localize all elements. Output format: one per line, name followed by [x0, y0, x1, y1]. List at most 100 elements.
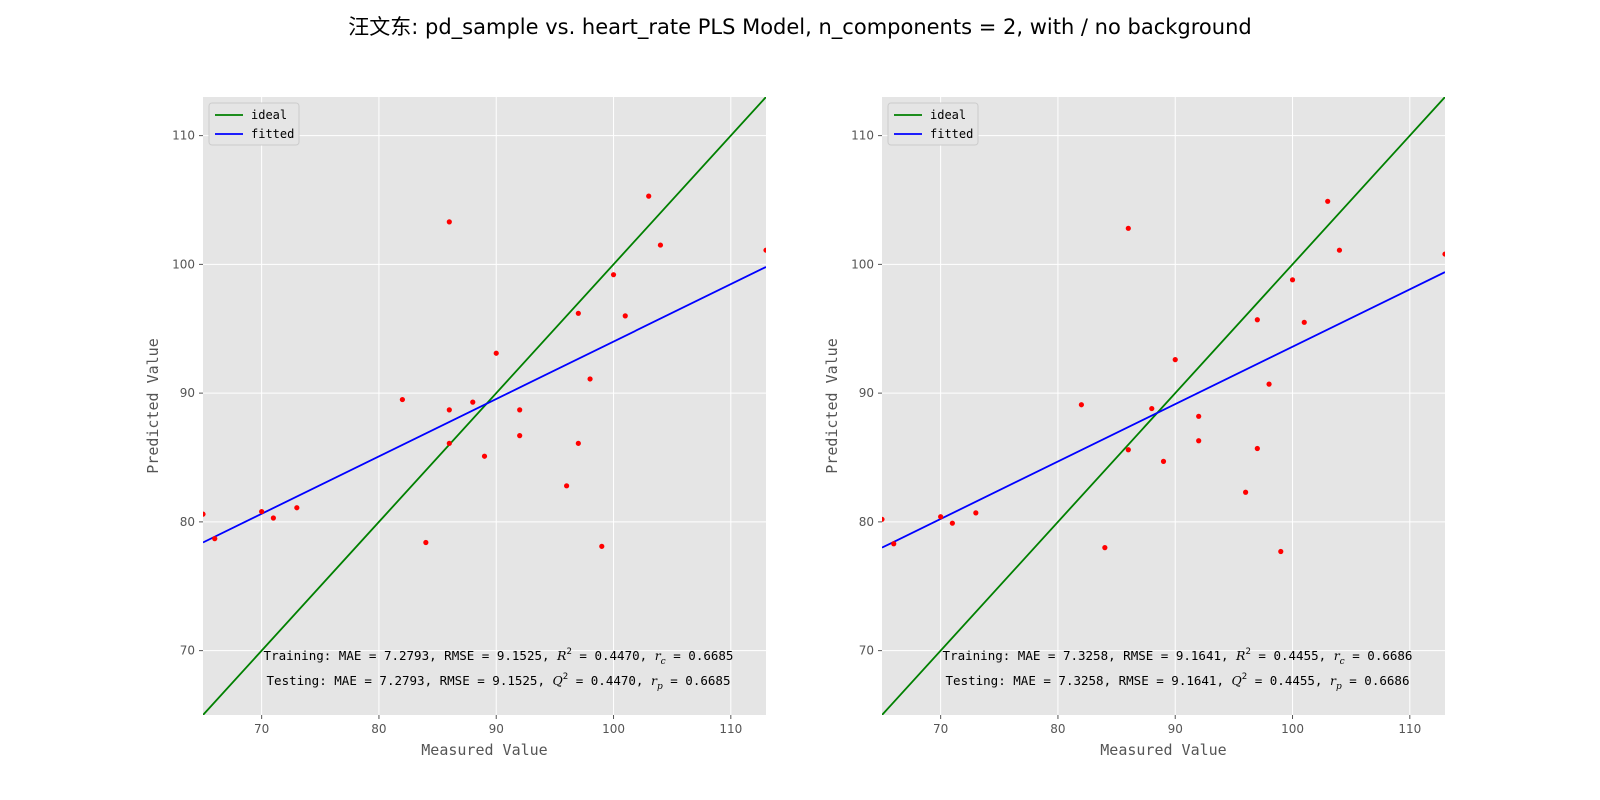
y-tick-label: 80: [180, 515, 195, 529]
y-axis-label: Predicted Value: [823, 338, 841, 473]
legend-label-ideal: ideal: [251, 108, 287, 122]
y-tick-label: 90: [180, 386, 195, 400]
data-point: [1102, 545, 1108, 551]
data-point: [938, 514, 944, 520]
testing-corr-subscript: p: [657, 682, 663, 692]
training-stat-symbol: R: [1235, 648, 1245, 663]
data-point: [1301, 319, 1307, 325]
y-tick-label: 90: [859, 386, 874, 400]
training-stat-value: = 0.4470,: [572, 648, 655, 663]
y-tick-label: 100: [172, 257, 195, 271]
testing-corr-symbol: r: [651, 673, 658, 688]
data-point: [446, 407, 452, 413]
x-tick-label: 100: [1281, 722, 1304, 736]
data-point: [1289, 277, 1296, 283]
x-tick-label: 80: [371, 722, 386, 736]
testing-stat-symbol: Q: [553, 673, 563, 688]
training-corr-subscript: c: [661, 657, 666, 667]
data-point: [1160, 458, 1167, 464]
testing-stat-superscript: 2: [1242, 672, 1247, 682]
data-point: [1254, 317, 1260, 323]
data-point: [610, 272, 617, 278]
subplot-1: 70 80 90 100 110 70 80 90 100 110 Measured Value Pr…: [144, 97, 766, 759]
legend-1: ideal fitted: [208, 102, 300, 146]
testing-metrics-prefix: Testing: MAE = 7.3258, RMSE = 9.1641,: [946, 673, 1232, 688]
testing-metrics: Testing: MAE = 7.3258, RMSE = 9.1641, Q2…: [946, 672, 1410, 692]
training-stat-value: = 0.4455,: [1251, 648, 1334, 663]
x-tick-label: 90: [1168, 722, 1183, 736]
data-point: [1266, 381, 1272, 387]
data-point: [587, 376, 593, 382]
testing-stat-value: = 0.4455,: [1247, 673, 1330, 688]
training-corr-symbol: r: [1334, 648, 1341, 663]
ideal-line: [882, 97, 1445, 715]
x-tick-label: 80: [1050, 722, 1065, 736]
data-point: [1125, 225, 1131, 231]
data-point: [891, 541, 897, 547]
testing-stat-superscript: 2: [563, 672, 568, 682]
data-point: [1325, 198, 1331, 204]
legend-2: ideal fitted: [887, 102, 979, 146]
training-stat-symbol: R: [556, 648, 566, 663]
data-point: [882, 516, 885, 522]
fitted-line: [882, 271, 1445, 549]
legend-label-fitted: fitted: [930, 127, 973, 141]
data-point: [1196, 413, 1202, 419]
testing-stat-value: = 0.4470,: [568, 673, 651, 688]
x-tick-label: 70: [933, 722, 948, 736]
testing-metrics: Testing: MAE = 7.2793, RMSE = 9.1525, Q2…: [267, 672, 731, 692]
data-point: [399, 396, 405, 403]
y-tick-label: 110: [172, 129, 195, 143]
y-tick-label: 100: [851, 257, 874, 271]
fitted-line: [203, 266, 766, 544]
data-point: [564, 483, 570, 489]
training-metrics: Training: MAE = 7.3258, RMSE = 9.1641, R…: [943, 647, 1413, 667]
testing-stat-symbol: Q: [1232, 673, 1242, 688]
x-tick-label: 110: [719, 722, 742, 736]
plot-content-1: [203, 97, 766, 715]
data-point: [657, 242, 664, 248]
training-metrics: Training: MAE = 7.2793, RMSE = 9.1525, R…: [264, 647, 734, 667]
data-point: [1254, 445, 1260, 452]
training-metrics-prefix: Training: MAE = 7.3258, RMSE = 9.1641,: [943, 648, 1237, 663]
data-point: [575, 440, 581, 446]
data-point: [1149, 405, 1155, 412]
data-point: [1243, 489, 1249, 495]
training-metrics-prefix: Training: MAE = 7.2793, RMSE = 9.1525,: [264, 648, 558, 663]
data-point: [1125, 447, 1131, 453]
data-point: [203, 511, 206, 517]
data-point: [1078, 402, 1084, 408]
data-point: [1278, 548, 1284, 555]
data-point: [1336, 247, 1343, 253]
data-point: [646, 193, 652, 199]
training-corr-symbol: r: [655, 648, 662, 663]
testing-metrics-prefix: Testing: MAE = 7.2793, RMSE = 9.1525,: [267, 673, 553, 688]
x-tick-label: 90: [489, 722, 504, 736]
data-point: [1196, 438, 1202, 444]
subplots: 70 80 90 100 110 70 80 90 100 110 Measured Value Pr…: [144, 97, 1445, 759]
testing-corr-value: = 0.6686: [1342, 673, 1410, 688]
ideal-line: [203, 97, 766, 715]
subplot-2: 70 80 90 100 110 70 80 90 100 110 Measured Value Pr…: [823, 97, 1445, 759]
data-point: [481, 453, 488, 459]
data-point: [423, 539, 429, 546]
testing-corr-subscript: p: [1336, 682, 1342, 692]
testing-corr-value: = 0.6685: [663, 673, 731, 688]
figure-title: 汪文东: pd_sample vs. heart_rate PLS Model,…: [348, 15, 1251, 40]
x-tick-label: 100: [602, 722, 625, 736]
data-point: [973, 510, 979, 516]
legend-label-fitted: fitted: [251, 127, 294, 141]
y-tick-label: 110: [851, 129, 874, 143]
y-axis-label: Predicted Value: [144, 338, 162, 473]
x-axis-label: Measured Value: [1100, 741, 1226, 759]
x-axis-label: Measured Value: [421, 741, 547, 759]
training-stat-superscript: 2: [566, 647, 571, 657]
data-point: [446, 219, 452, 225]
training-corr-value: = 0.6685: [666, 648, 734, 663]
data-point: [517, 407, 523, 413]
data-point: [470, 399, 476, 405]
data-point: [493, 350, 499, 356]
testing-corr-symbol: r: [1330, 673, 1337, 688]
data-point: [446, 440, 452, 446]
data-point: [575, 310, 581, 316]
